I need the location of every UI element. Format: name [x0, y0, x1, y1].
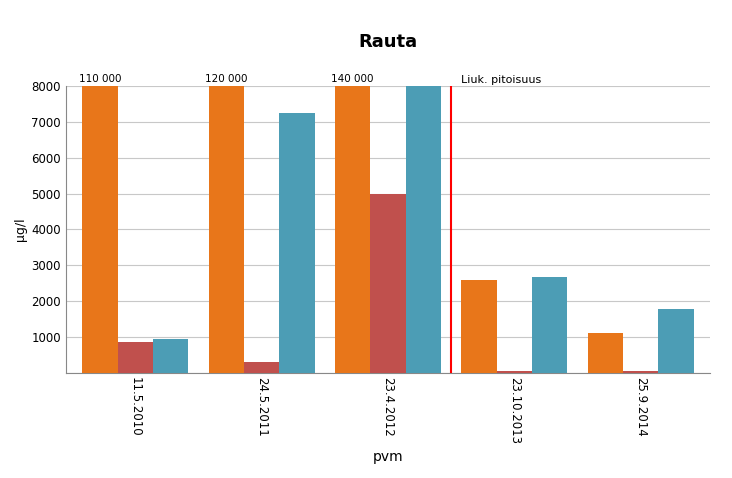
- Y-axis label: µg/l: µg/l: [14, 217, 27, 241]
- X-axis label: pvm: pvm: [373, 450, 403, 464]
- Text: 120 000: 120 000: [205, 74, 247, 84]
- Bar: [118, 342, 153, 373]
- Bar: [461, 280, 496, 373]
- Bar: [370, 194, 406, 373]
- Text: 110 000: 110 000: [79, 74, 122, 84]
- Bar: [406, 86, 441, 373]
- Title: Rauta: Rauta: [359, 33, 417, 51]
- Legend: P 43, P 63, Milkan kaivo: P 43, P 63, Milkan kaivo: [214, 0, 441, 6]
- Bar: [244, 362, 280, 373]
- Text: 140 000: 140 000: [332, 74, 374, 84]
- Bar: [623, 371, 658, 373]
- Bar: [532, 277, 567, 373]
- Bar: [209, 86, 244, 373]
- Bar: [658, 309, 694, 373]
- Bar: [82, 86, 118, 373]
- Bar: [335, 86, 370, 373]
- Bar: [153, 339, 188, 373]
- Bar: [496, 371, 532, 373]
- Bar: [280, 113, 315, 373]
- Text: Liuk. pitoisuus: Liuk. pitoisuus: [461, 75, 542, 85]
- Bar: [588, 333, 623, 373]
